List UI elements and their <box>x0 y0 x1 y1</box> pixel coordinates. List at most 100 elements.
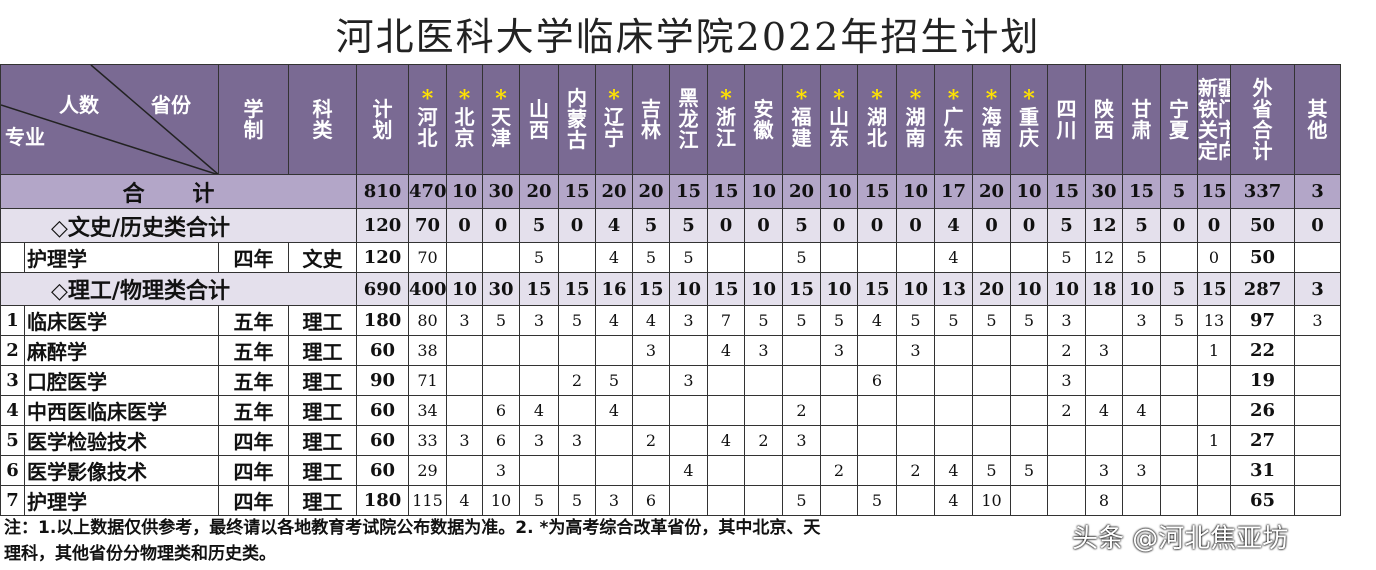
cell <box>1010 335 1048 366</box>
cell: 3 <box>782 425 821 456</box>
cell: 4 <box>1085 395 1123 426</box>
header-province-label: 省份 <box>151 93 191 117</box>
cell <box>1085 365 1123 396</box>
header-type-label: 科类 <box>312 96 333 142</box>
cell: 5 <box>782 485 821 516</box>
cell: 10 <box>1010 174 1048 209</box>
cell: 10 <box>1047 272 1086 306</box>
province-name: 广东 <box>943 104 964 150</box>
major-name: 麻醉学 <box>24 335 219 366</box>
cell <box>934 335 973 366</box>
cell: 2 <box>558 365 596 396</box>
cell <box>482 242 520 273</box>
cell: 3 <box>1294 174 1341 209</box>
cell <box>558 455 596 486</box>
cell: 10 <box>896 174 935 209</box>
cell <box>669 425 708 456</box>
province-name: 黑龙江 <box>678 86 699 152</box>
cell <box>1122 485 1161 516</box>
subject-type: 理工 <box>288 425 357 456</box>
cell <box>632 365 670 396</box>
cell <box>1047 455 1086 486</box>
province-name: 吉林 <box>641 96 661 142</box>
province-name: 海南 <box>981 104 1002 150</box>
cell: 0 <box>707 208 745 243</box>
cell: 3 <box>446 425 483 456</box>
cell: 3 <box>519 425 559 456</box>
cell: 10 <box>482 485 520 516</box>
subject-type: 文史 <box>288 242 357 273</box>
header-province-14: * 广东 <box>934 64 973 175</box>
cell <box>1160 395 1198 426</box>
header-count-label: 人数 <box>59 93 99 117</box>
cell: 5 <box>558 485 596 516</box>
cell: 3 <box>1294 272 1341 306</box>
cell: 5 <box>669 242 708 273</box>
cell: 15 <box>558 272 596 306</box>
cell: 15 <box>1197 174 1231 209</box>
cell: 10 <box>972 485 1011 516</box>
cell <box>972 425 1011 456</box>
cell: 10 <box>446 174 483 209</box>
cell: 29 <box>408 455 447 486</box>
province-name: 陕西 <box>1094 96 1114 142</box>
cell: 97 <box>1230 305 1295 336</box>
years: 五年 <box>218 365 289 396</box>
cell: 5 <box>820 305 858 336</box>
cell: 5 <box>632 242 670 273</box>
cell: 5 <box>1122 208 1161 243</box>
cell: 0 <box>1160 208 1198 243</box>
total-plan: 810 <box>356 174 409 209</box>
cell: 4 <box>632 305 670 336</box>
cell <box>820 485 858 516</box>
cell: 20 <box>972 272 1011 306</box>
cell: 5 <box>1160 174 1198 209</box>
cell: 0 <box>744 208 783 243</box>
cell: 5 <box>519 208 559 243</box>
cell <box>820 425 858 456</box>
cell: 19 <box>1230 365 1295 396</box>
cell <box>1197 395 1231 426</box>
reform-star-icon: * <box>458 85 471 112</box>
reform-star-icon: * <box>495 85 507 112</box>
cell <box>1010 242 1048 273</box>
cell <box>446 365 483 396</box>
cell: 5 <box>519 485 559 516</box>
cell: 4 <box>857 305 897 336</box>
cell <box>1197 485 1231 516</box>
cell: 8 <box>1085 485 1123 516</box>
cell: 6 <box>632 485 670 516</box>
header-province-17: 四川 <box>1047 64 1086 175</box>
cell: 5 <box>782 242 821 273</box>
total-label: 合 计 <box>0 174 357 209</box>
years: 四年 <box>218 242 289 273</box>
cell: 5 <box>972 305 1011 336</box>
cell: 5 <box>1160 305 1198 336</box>
reform-star-icon: * <box>720 85 732 112</box>
province-name: 浙江 <box>716 104 736 150</box>
cell: 15 <box>707 174 745 209</box>
cell: 10 <box>744 272 783 306</box>
row-index: 5 <box>0 425 25 456</box>
cell: 4 <box>934 485 973 516</box>
cell: 30 <box>1085 174 1123 209</box>
cell: 4 <box>446 485 483 516</box>
cell: 5 <box>595 365 633 396</box>
reform-star-icon: * <box>795 85 808 112</box>
cell <box>669 395 708 426</box>
header-province-4: 内蒙古 <box>558 64 596 175</box>
cell: 5 <box>896 305 935 336</box>
cell <box>1122 335 1161 366</box>
cell <box>972 365 1011 396</box>
table-row: 护理学 四年 文史 120 70 5 4 5 5 5 4 5 12 5 0 50 <box>0 242 1371 273</box>
cell <box>857 242 897 273</box>
cell: 1 <box>1197 425 1231 456</box>
cell <box>1197 365 1231 396</box>
cell <box>595 425 633 456</box>
plan-count: 60 <box>356 395 409 426</box>
cell: 22 <box>1230 335 1295 366</box>
cell: 2 <box>1047 395 1086 426</box>
cell <box>558 395 596 426</box>
cell <box>446 242 483 273</box>
cell <box>1010 395 1048 426</box>
